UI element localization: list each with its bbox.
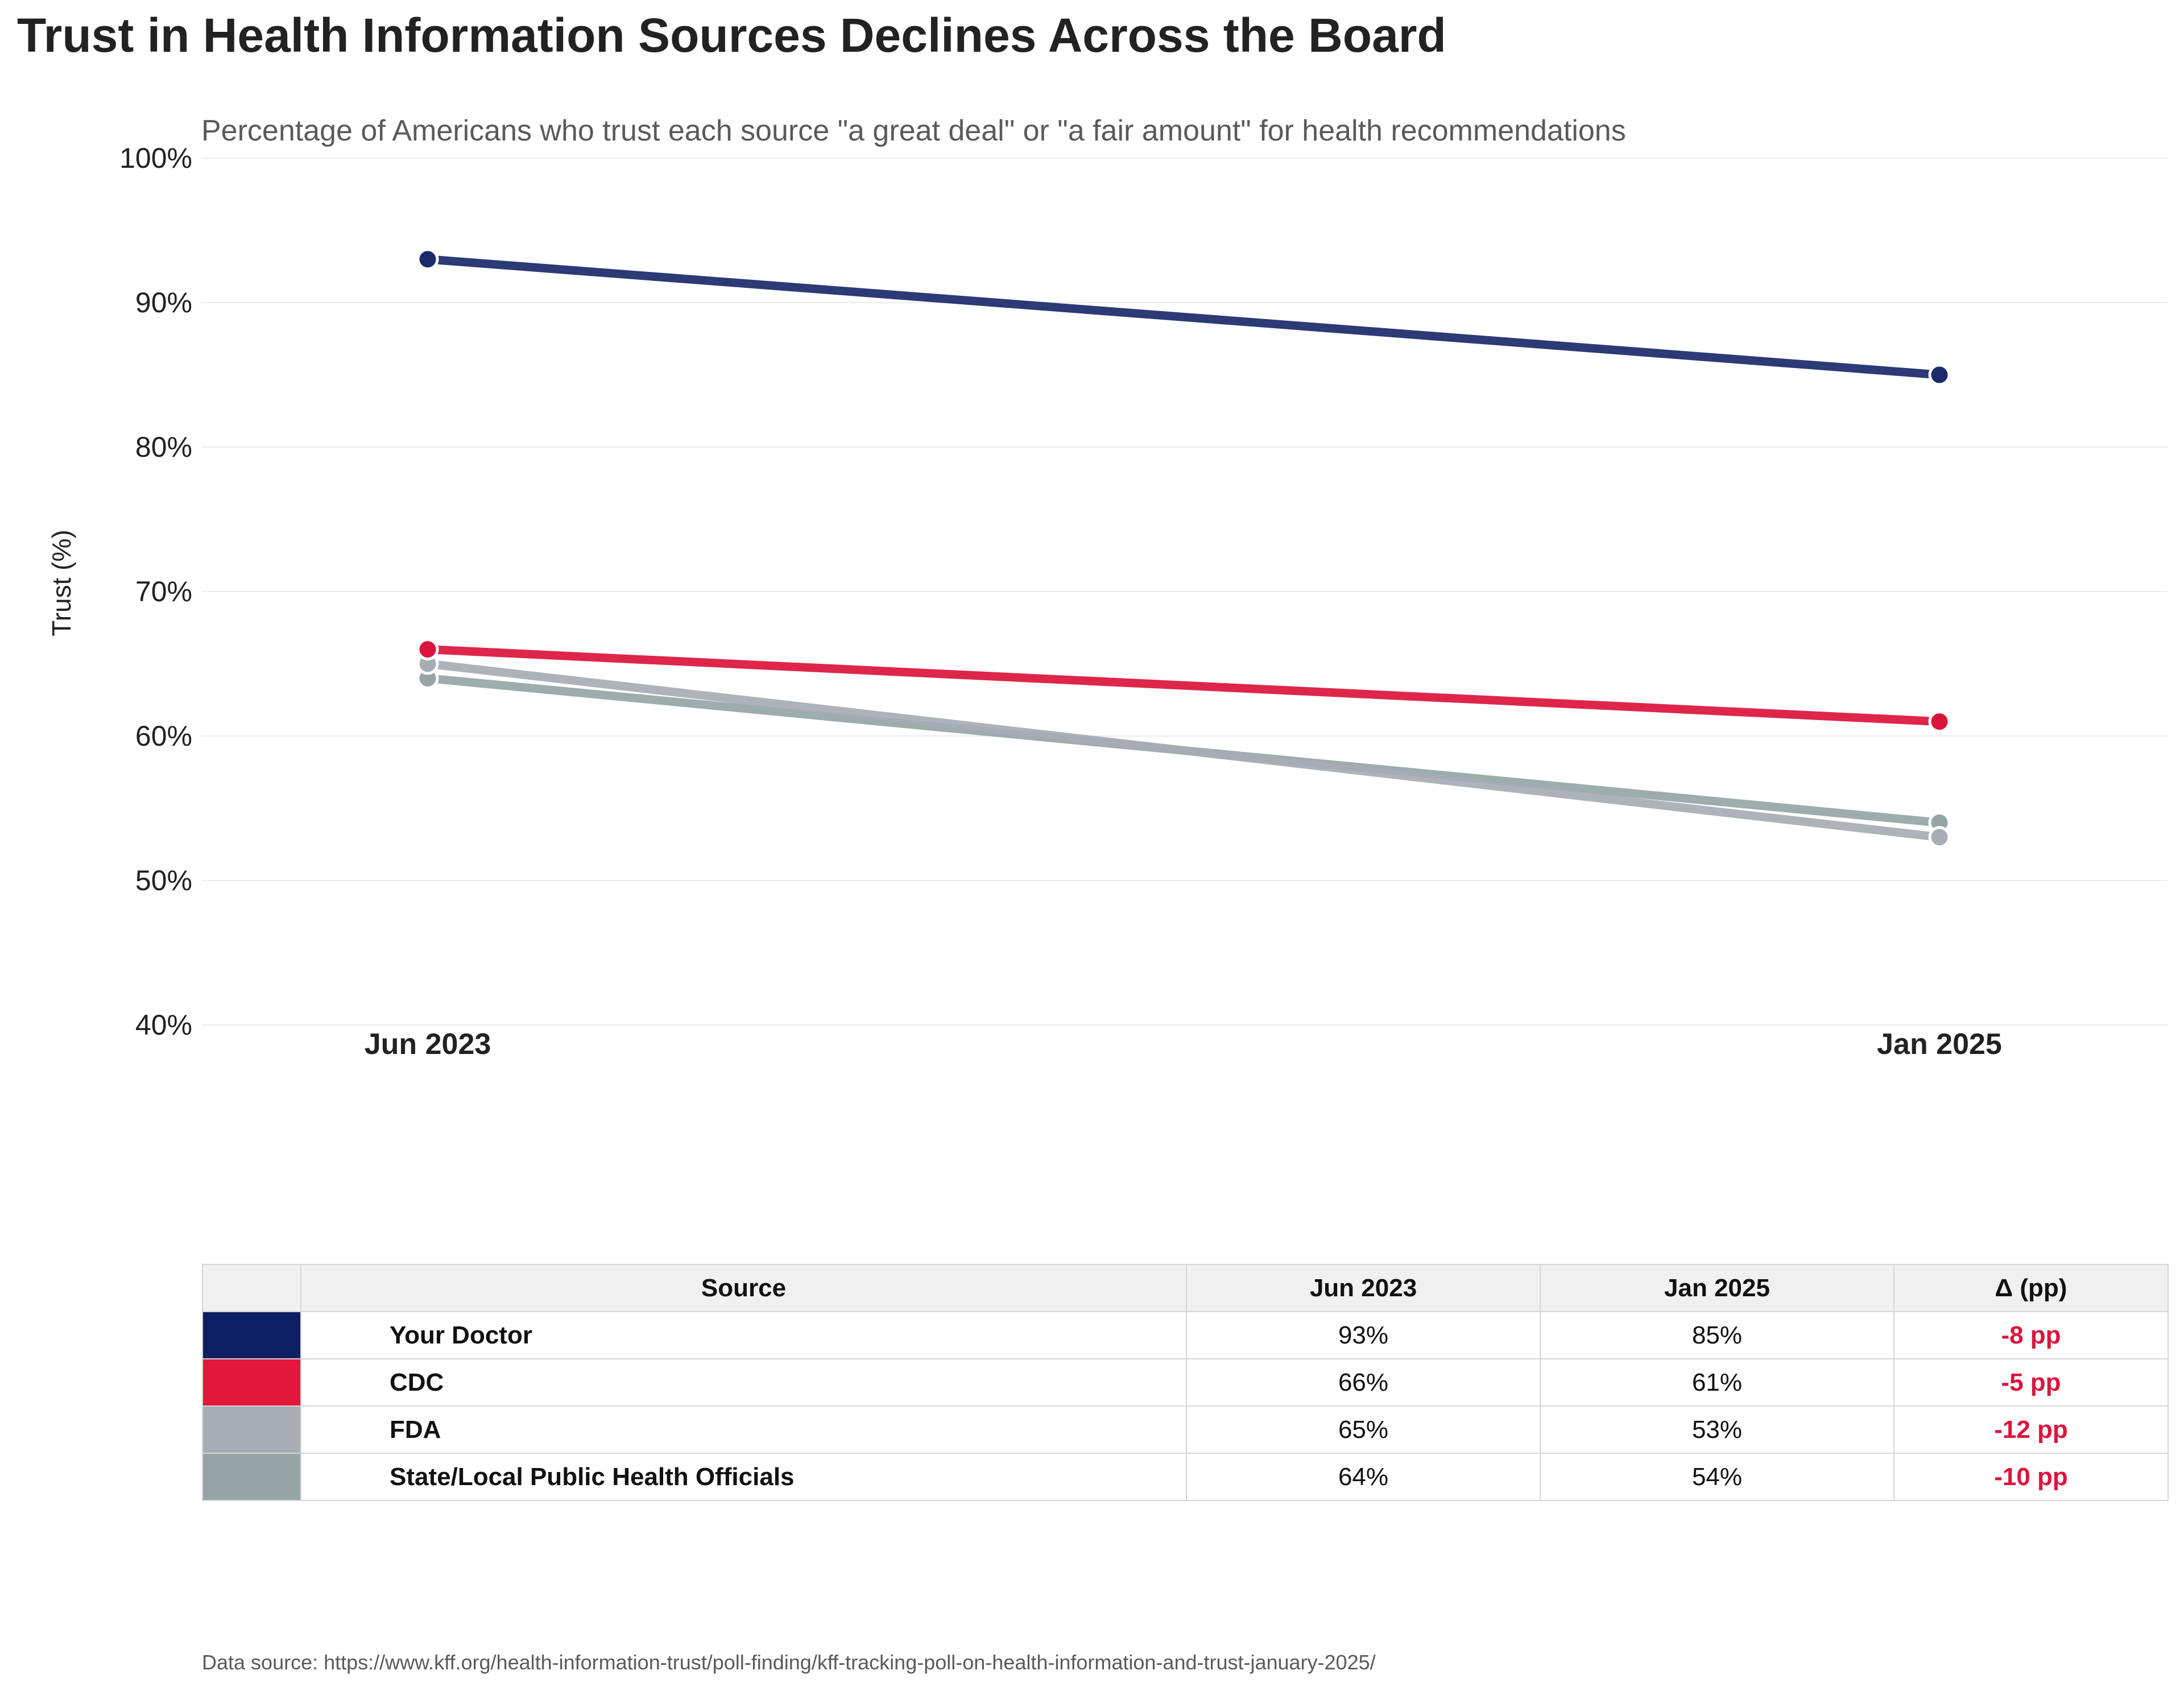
series-lines	[416, 248, 1951, 849]
summary-table: Source Jun 2023 Jan 2025 Δ (pp) Your Doc…	[202, 1264, 2169, 1501]
series-line	[423, 255, 1944, 379]
y-tick-label: 70%	[135, 576, 192, 607]
jun-2023-value: 66%	[1186, 1358, 1541, 1407]
jan-2025-value: 61%	[1540, 1358, 1895, 1407]
delta-value: -8 pp	[1893, 1311, 2169, 1359]
data-point	[416, 638, 439, 661]
series-line	[423, 645, 1944, 726]
y-axis-ticks: 40% 50% 60% 70% 80% 90% 100%	[119, 142, 192, 1041]
color-swatch	[202, 1453, 301, 1501]
table-row: State/Local Public Health Officials 64% …	[202, 1453, 2169, 1501]
color-swatch	[202, 1311, 301, 1359]
chart-subtitle: Percentage of Americans who trust each s…	[201, 114, 1626, 147]
grid-lines	[202, 158, 2168, 1026]
data-point	[1928, 363, 1951, 386]
header-delta: Δ (pp)	[1893, 1264, 2169, 1312]
data-source-footer: Data source: https://www.kff.org/health-…	[202, 1651, 1376, 1674]
data-point	[1928, 710, 1951, 733]
table-row: CDC 66% 61% -5 pp	[202, 1358, 2169, 1407]
header-source: Source	[300, 1264, 1187, 1312]
jan-2025-value: 54%	[1540, 1453, 1895, 1501]
jun-2023-value: 93%	[1186, 1311, 1541, 1359]
color-swatch	[202, 1358, 301, 1407]
header-color	[202, 1264, 301, 1312]
jan-2025-value: 53%	[1540, 1405, 1895, 1454]
table-row: FDA 65% 53% -12 pp	[202, 1405, 2169, 1454]
data-point	[1928, 826, 1951, 849]
source-name: Your Doctor	[300, 1311, 1187, 1359]
delta-value: -12 pp	[1893, 1405, 2169, 1454]
chart-title: Trust in Health Information Sources Decl…	[17, 9, 1446, 62]
table-row: Your Doctor 93% 85% -8 pp	[202, 1311, 2169, 1359]
jun-2023-value: 65%	[1186, 1405, 1541, 1454]
line-chart: 40% 50% 60% 70% 80% 90% 100% Jun 2023 Jan 2025	[119, 142, 2168, 1061]
series-line	[423, 659, 1944, 842]
jan-2025-value: 85%	[1540, 1311, 1895, 1359]
source-name: CDC	[300, 1358, 1187, 1407]
x-tick-label: Jan 2025	[1877, 1028, 2002, 1061]
y-tick-label: 90%	[135, 287, 192, 319]
y-tick-label: 50%	[135, 865, 192, 896]
series-your-doctor	[416, 248, 1951, 386]
source-name: State/Local Public Health Officials	[300, 1453, 1187, 1501]
delta-value: -5 pp	[1893, 1358, 2169, 1407]
y-tick-label: 40%	[135, 1009, 192, 1041]
y-tick-label: 100%	[119, 142, 192, 174]
series-cdc	[416, 638, 1951, 733]
data-point	[416, 248, 439, 271]
color-swatch	[202, 1405, 301, 1454]
y-tick-label: 60%	[135, 720, 192, 752]
header-jan-2025: Jan 2025	[1540, 1264, 1895, 1312]
header-jun-2023: Jun 2023	[1186, 1264, 1541, 1312]
jun-2023-value: 64%	[1186, 1453, 1541, 1501]
y-tick-label: 80%	[135, 431, 192, 463]
x-tick-label: Jun 2023	[365, 1028, 491, 1061]
table-header-row: Source Jun 2023 Jan 2025 Δ (pp)	[202, 1264, 2169, 1312]
x-axis-ticks: Jun 2023 Jan 2025	[365, 1028, 2002, 1061]
y-axis-label: Trust (%)	[47, 530, 76, 636]
source-name: FDA	[300, 1405, 1187, 1454]
delta-value: -10 pp	[1893, 1453, 2169, 1501]
